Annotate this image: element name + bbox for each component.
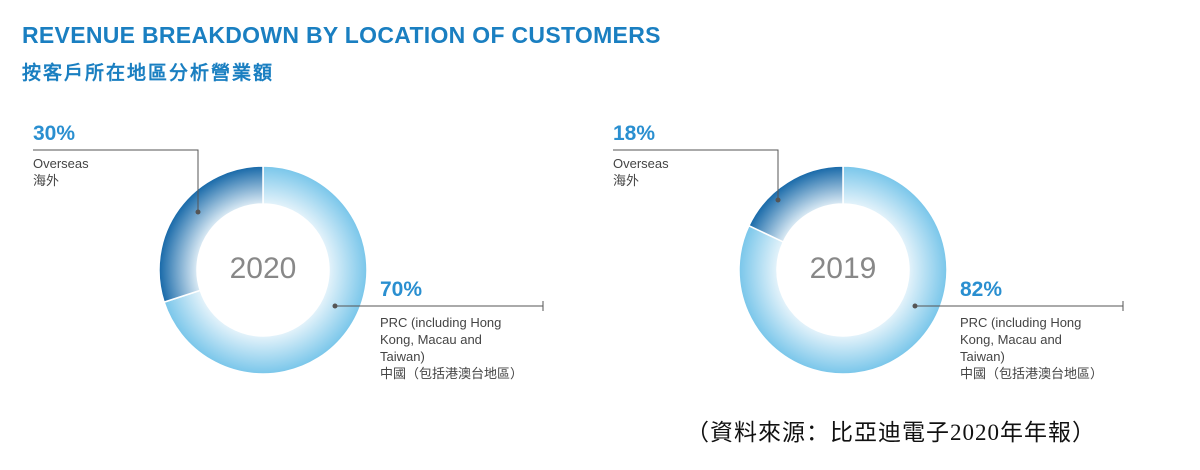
source: （資料來源：比亞迪電子2020年年報） bbox=[686, 420, 1096, 445]
category-label: Overseas bbox=[613, 156, 669, 171]
donut-segment bbox=[747, 165, 844, 243]
title: REVENUE BREAKDOWN BY LOCATION OF CUSTOME… bbox=[22, 22, 661, 48]
percent-label: 30% bbox=[33, 122, 76, 145]
category-label-zh: 海外 bbox=[613, 173, 640, 188]
category-label: PRC (including Hong Kong, Macau and Taiw… bbox=[960, 315, 1082, 364]
leader-dot bbox=[912, 303, 918, 309]
leader-dot bbox=[775, 197, 781, 203]
leader-dot bbox=[332, 303, 338, 309]
category-label-zh: 中國（包括港澳台地區） bbox=[380, 366, 524, 381]
center-label: 2019 bbox=[810, 252, 877, 285]
subtitle: 按客戶所在地區分析營業額 bbox=[22, 63, 275, 84]
leader-dot bbox=[195, 209, 201, 215]
percent-label: 70% bbox=[380, 278, 423, 301]
category-label: Overseas bbox=[33, 156, 89, 171]
center-label: 2020 bbox=[230, 252, 297, 285]
donut-segment bbox=[158, 165, 264, 304]
category-label: PRC (including Hong Kong, Macau and Taiw… bbox=[380, 315, 502, 364]
leader-line bbox=[33, 149, 199, 212]
percent-label: 18% bbox=[613, 122, 656, 145]
category-label-zh: 中國（包括港澳台地區） bbox=[960, 366, 1104, 381]
category-label-zh: 海外 bbox=[33, 173, 60, 188]
donut-segment bbox=[163, 165, 368, 375]
percent-label: 82% bbox=[960, 278, 1003, 301]
leader-line bbox=[613, 149, 779, 200]
donut-segment bbox=[738, 165, 948, 375]
